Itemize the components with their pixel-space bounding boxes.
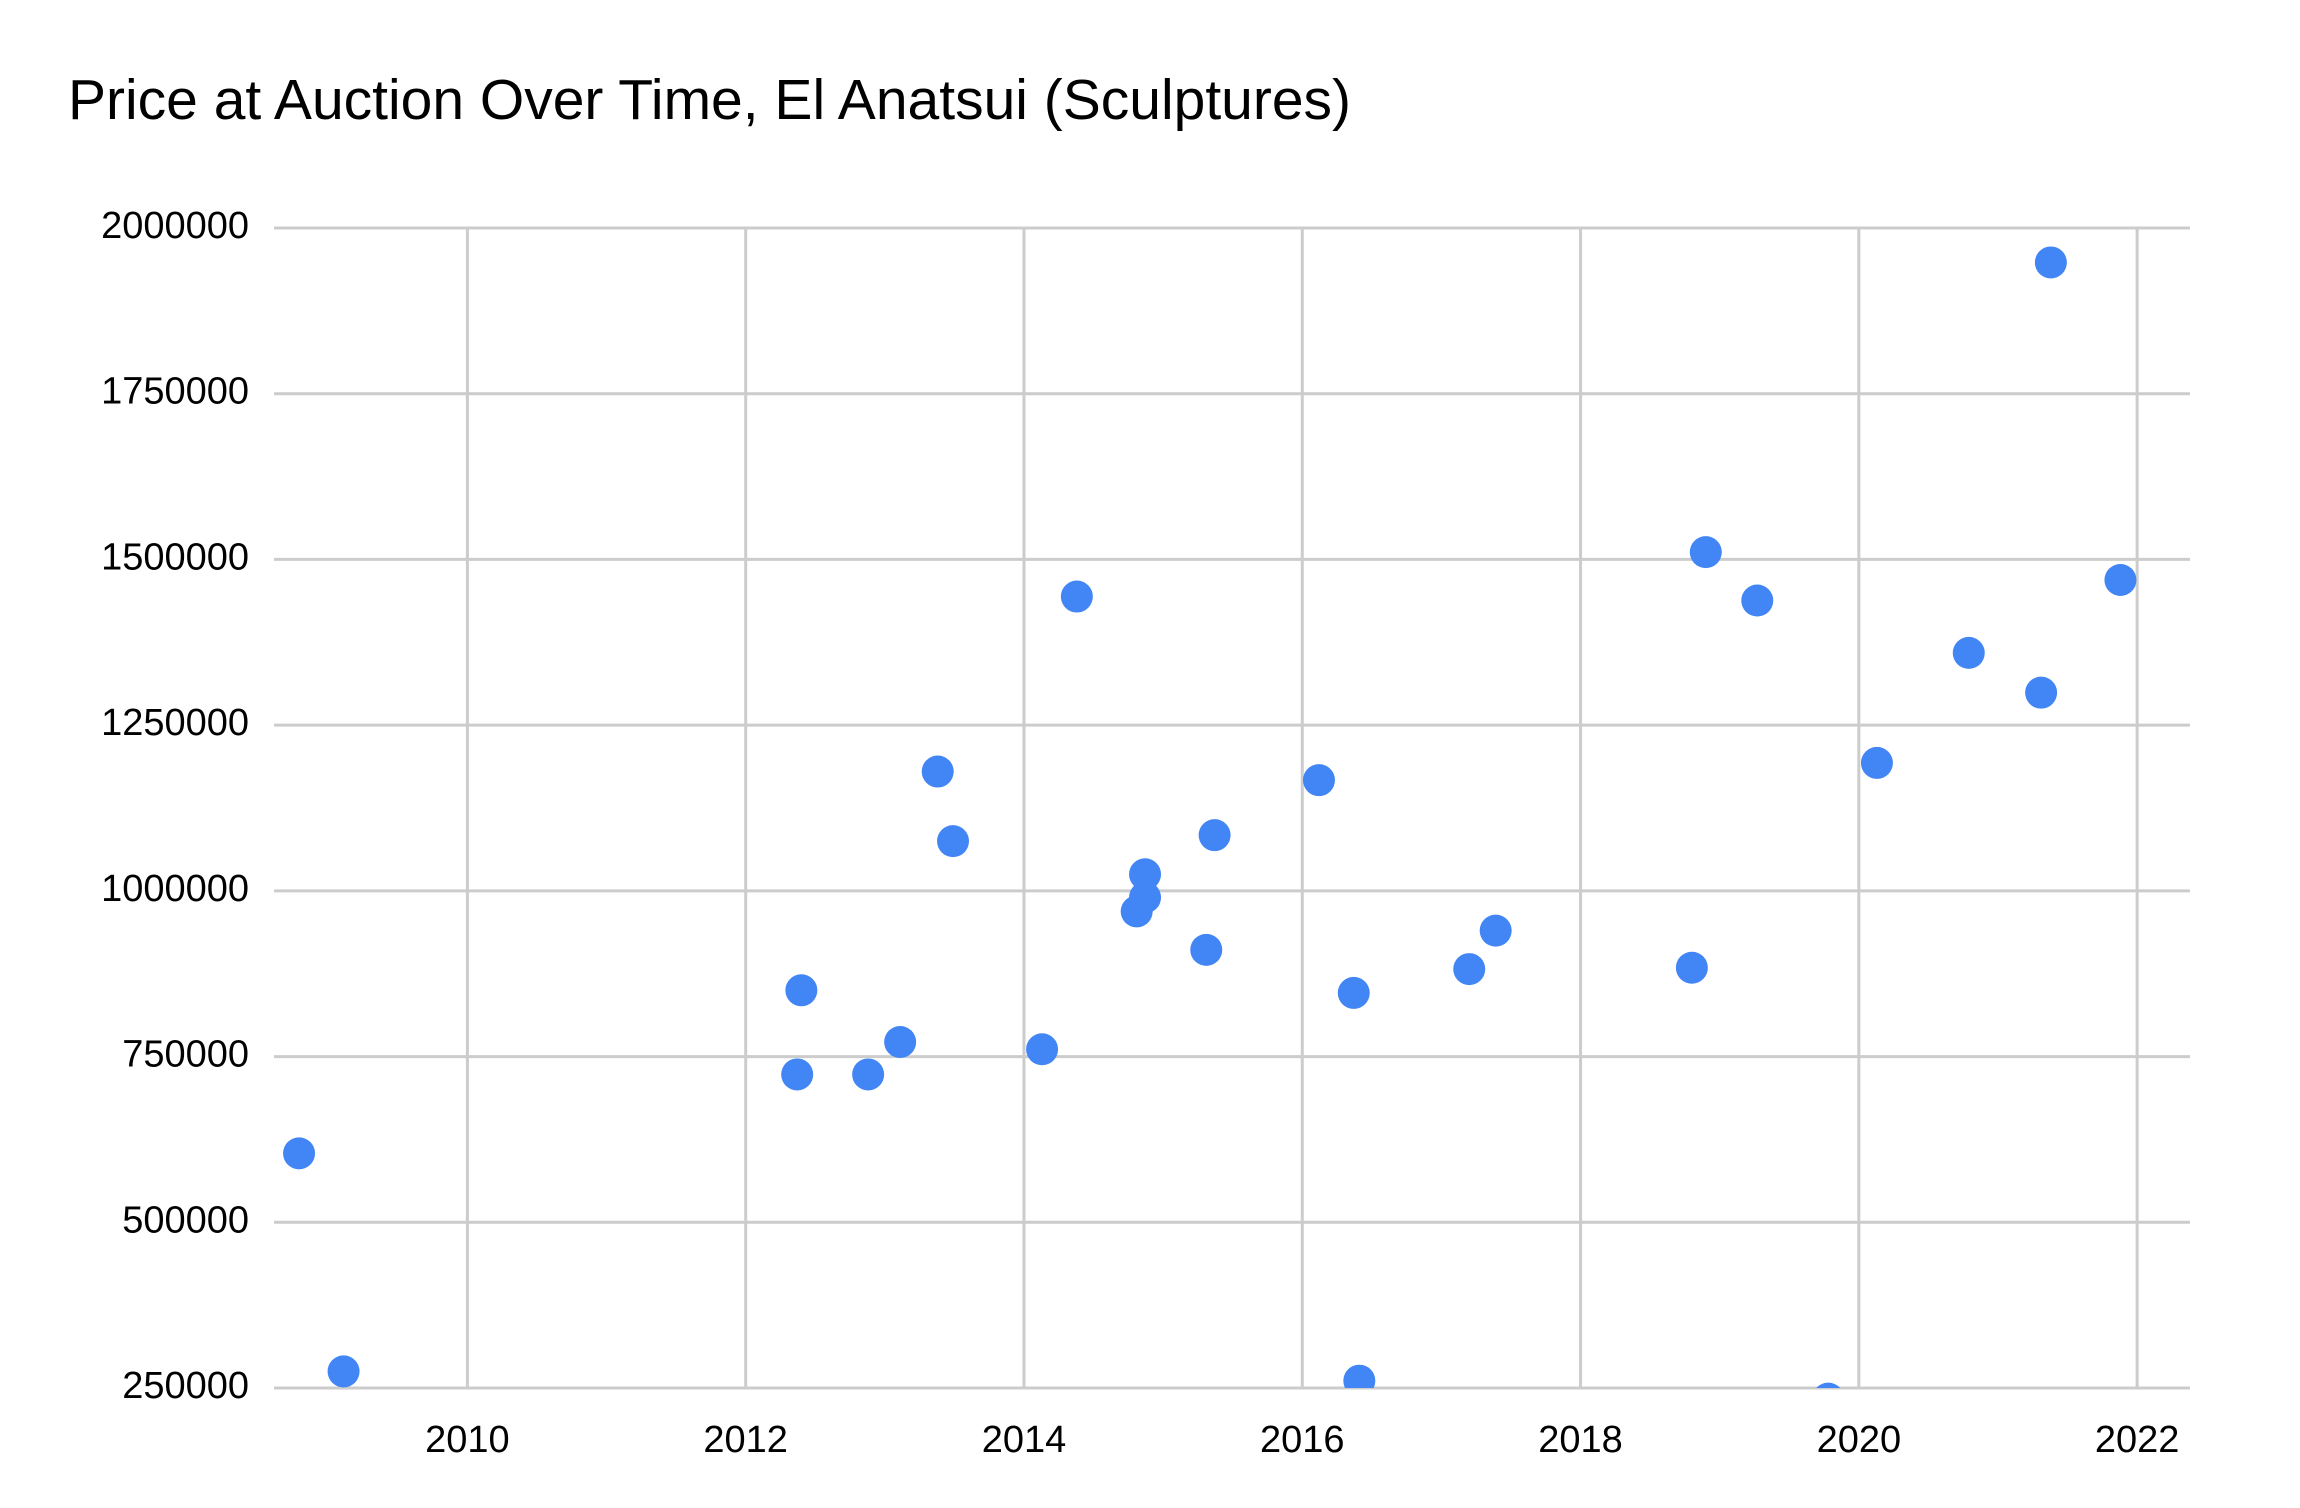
point	[327, 1355, 360, 1388]
y-tick-label: 1250000	[101, 702, 249, 744]
y-tick-label: 1500000	[101, 536, 249, 578]
point	[1337, 976, 1370, 1009]
point	[921, 755, 954, 788]
grid	[274, 226, 2190, 1390]
point	[1026, 1033, 1059, 1066]
point	[1190, 933, 1223, 966]
point	[1129, 858, 1162, 891]
x-tick-label: 2018	[1538, 1419, 1623, 1461]
point	[2104, 563, 2137, 596]
x-tick-label: 2010	[425, 1419, 510, 1461]
point	[1343, 1364, 1376, 1388]
point	[1816, 1382, 1841, 1388]
point	[781, 1058, 814, 1091]
chart-title: Price at Auction Over Time, El Anatsui (…	[68, 68, 1351, 132]
point	[1302, 764, 1335, 797]
point	[1741, 584, 1774, 617]
x-tick-label: 2014	[982, 1419, 1067, 1461]
point	[852, 1058, 885, 1091]
y-tick-label: 750000	[122, 1034, 249, 1076]
point	[1129, 881, 1162, 914]
points	[283, 246, 2137, 1388]
point	[283, 1137, 316, 1170]
point	[1198, 819, 1231, 852]
y-tick-label: 500000	[122, 1199, 249, 1241]
point	[1060, 580, 1093, 613]
point	[2034, 246, 2067, 279]
x-tick-label: 2012	[703, 1419, 788, 1461]
point	[1453, 953, 1486, 986]
y-tick-label: 1000000	[101, 868, 249, 910]
point	[1675, 951, 1708, 984]
point	[1689, 536, 1722, 569]
y-tick-label: 250000	[122, 1365, 249, 1407]
point	[1860, 746, 1893, 779]
point	[937, 825, 970, 858]
x-tick-label: 2022	[2095, 1419, 2180, 1461]
x-tick-label: 2016	[1260, 1419, 1345, 1461]
y-tick-label: 1750000	[101, 371, 249, 413]
point	[884, 1025, 917, 1058]
point	[1952, 636, 1985, 669]
x-tick-label: 2020	[1817, 1419, 1902, 1461]
point	[2025, 676, 2058, 709]
point	[785, 974, 818, 1007]
y-tick-label: 2000000	[101, 205, 249, 247]
point	[1479, 914, 1512, 947]
